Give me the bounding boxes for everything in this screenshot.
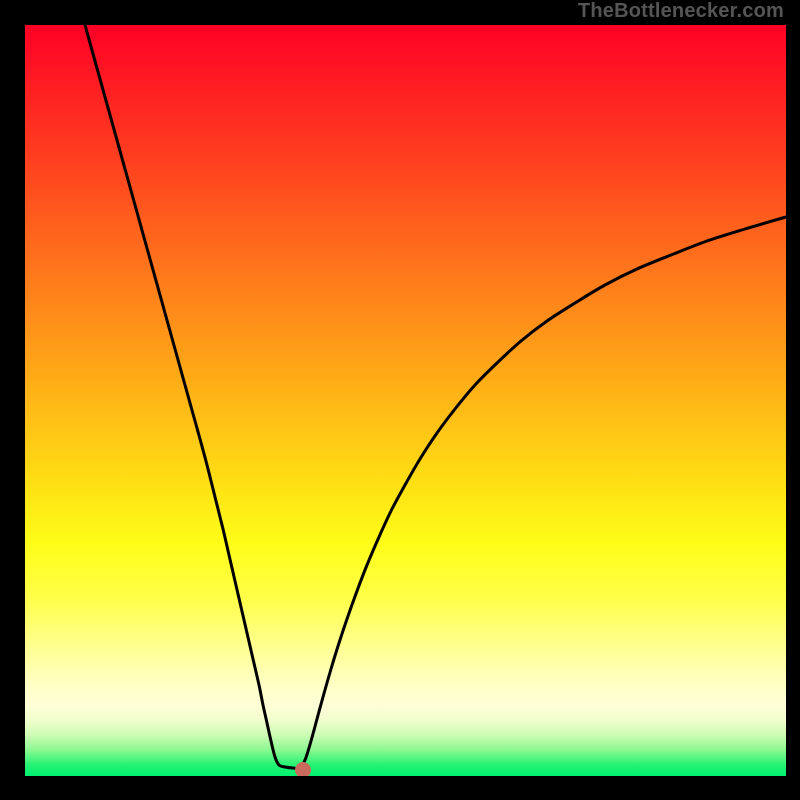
optimum-marker (295, 762, 311, 776)
chart-frame: TheBottlenecker.com (0, 0, 800, 800)
plot-area (25, 25, 786, 776)
watermark-text: TheBottlenecker.com (578, 0, 784, 23)
bottleneck-curve (25, 25, 786, 776)
curve-path (85, 25, 786, 769)
